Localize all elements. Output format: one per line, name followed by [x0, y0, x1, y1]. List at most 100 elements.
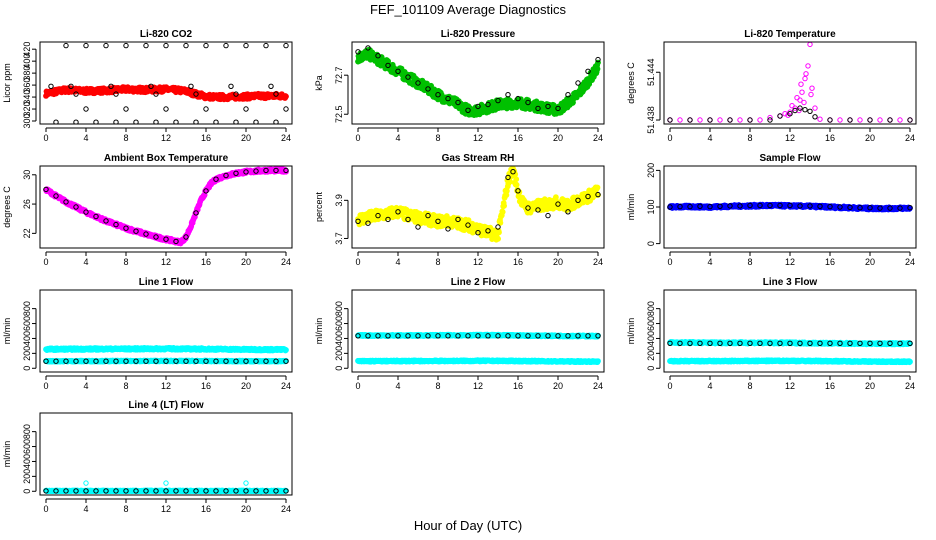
li-820-temperature-x-tick-label: 8	[747, 133, 752, 143]
li-820-co2-x-tick-label: 0	[43, 133, 48, 143]
li-820-co2-y-tick-label: 400	[22, 54, 32, 69]
li-820-co2-average-point	[273, 119, 279, 124]
gas-stream-rh-average-point	[385, 216, 391, 223]
ambient-box-temperature-average-point	[263, 167, 269, 174]
li-820-pressure-average-point	[465, 107, 471, 114]
li-820-temperature-instant-point	[717, 117, 723, 123]
li-820-pressure-average-point	[525, 99, 531, 106]
gas-stream-rh-average-point	[535, 207, 541, 213]
ambient-box-temperature-average-point	[233, 170, 239, 177]
li-820-pressure-x-axis: 0 4 8 12 16 20 24	[355, 127, 603, 143]
li-820-pressure-average-point	[395, 68, 401, 75]
li-820-pressure-x-tick-label: 8	[435, 133, 440, 143]
li-820-pressure-average-point	[435, 92, 441, 98]
li-820-temperature-average-point	[727, 117, 733, 123]
li-820-temperature-instant-point	[801, 99, 807, 106]
li-820-co2-average-point	[253, 119, 259, 124]
gas-stream-rh-x-tick-label: 0	[355, 257, 360, 267]
gas-stream-rh-average-point	[395, 209, 401, 215]
li-820-pressure-x-tick-label: 20	[553, 133, 563, 143]
li-820-co2-average-point	[83, 42, 89, 49]
li-820-co2-average-point	[113, 91, 119, 97]
li-820-temperature-instant-point	[697, 117, 703, 123]
sample-flow-average-point	[667, 204, 673, 210]
ambient-box-temperature-y-tick-label: 30	[22, 170, 32, 180]
ambient-box-temperature-plot-area	[43, 166, 289, 247]
li-820-pressure-average-point	[445, 95, 451, 102]
line-1-flow-x-tick-label: 20	[241, 381, 251, 391]
sample-flow-average-point	[797, 203, 803, 209]
ambient-box-temperature-x-tick-label: 8	[123, 257, 128, 267]
li-820-co2-average-point	[63, 42, 69, 49]
li-820-co2-average-point	[203, 42, 209, 49]
gas-stream-rh-average-point	[585, 193, 591, 200]
gas-stream-rh-instant-point	[501, 202, 507, 209]
sample-flow-y-tick-label: 0	[646, 241, 656, 246]
line-1-flow-average-point	[63, 358, 69, 364]
li-820-co2-average-point	[243, 42, 249, 49]
line-1-flow-average-point	[213, 358, 219, 364]
li-820-temperature-x-tick-label: 4	[707, 133, 712, 143]
li-820-temperature-average-point	[667, 117, 673, 123]
line-1-flow-average-point	[263, 358, 269, 364]
ambient-box-temperature-average-point	[173, 238, 179, 245]
li-820-temperature-instant-point	[812, 105, 818, 111]
li-820-temperature-title: Li-820 Temperature	[744, 29, 836, 40]
li-820-co2-average-point	[213, 119, 219, 124]
li-820-pressure-average-point	[495, 97, 501, 104]
gas-stream-rh-average-point	[495, 224, 501, 230]
li-820-co2-average-point	[108, 83, 114, 90]
gas-stream-rh-instant-point	[594, 184, 601, 191]
li-820-temperature-average-point	[797, 105, 803, 111]
line-1-flow-average-point	[93, 358, 99, 364]
line-1-flow-average-point	[223, 358, 229, 364]
sample-flow-y-tick-label: 200	[646, 163, 656, 178]
sample-flow-average-point	[777, 202, 783, 209]
line-1-flow-average-point	[163, 358, 169, 364]
li-820-co2-average-point	[173, 119, 179, 124]
line-1-flow-y-tick-label: 600	[22, 316, 32, 331]
li-820-temperature-instant-point	[799, 89, 805, 95]
li-820-pressure-instant-point	[594, 66, 601, 72]
li-820-co2-y-tick-label: 420	[22, 42, 32, 57]
li-820-pressure-average-point	[565, 92, 571, 98]
li-820-temperature-instant-point	[807, 42, 813, 48]
li-820-co2-average-point	[123, 42, 129, 49]
li-820-temperature-instant-point	[802, 75, 808, 82]
sample-flow-x-axis: 0 4 8 12 16 20 24	[667, 251, 915, 267]
line-1-flow-instant-point	[283, 347, 289, 353]
line-1-flow-average-point	[193, 358, 199, 364]
gas-stream-rh-instant-point	[495, 235, 501, 242]
li-820-co2-average-point	[193, 119, 199, 124]
gas-stream-rh-average-point	[575, 197, 581, 204]
line-1-flow-average-point	[123, 358, 129, 364]
sample-flow-average-point	[837, 204, 843, 210]
gas-stream-rh-average-point	[555, 201, 561, 207]
li-820-temperature-average-point	[887, 117, 893, 123]
gas-stream-rh-average-point	[515, 188, 521, 194]
sample-flow-average-point	[677, 203, 683, 210]
li-820-pressure-frame	[351, 41, 605, 125]
li-820-co2-average-point	[183, 42, 189, 49]
li-820-co2-average-point	[193, 91, 199, 97]
li-820-temperature-average-point	[767, 117, 773, 123]
sample-flow-average-point	[807, 203, 813, 209]
gas-stream-rh-average-point	[365, 220, 371, 226]
li-820-co2-instant-point	[283, 93, 289, 100]
li-820-co2-average-point	[263, 42, 269, 49]
sample-flow-average-point	[897, 205, 903, 211]
gas-stream-rh-average-point	[485, 228, 491, 234]
li-820-co2-average-point	[188, 83, 194, 90]
sample-flow-average-point	[827, 203, 833, 210]
ambient-box-temperature-average-point	[273, 167, 279, 174]
li-820-pressure-average-point	[555, 105, 561, 112]
line-1-flow-y-tick-label: 0	[22, 366, 32, 371]
li-820-temperature-instant-point	[677, 117, 683, 123]
